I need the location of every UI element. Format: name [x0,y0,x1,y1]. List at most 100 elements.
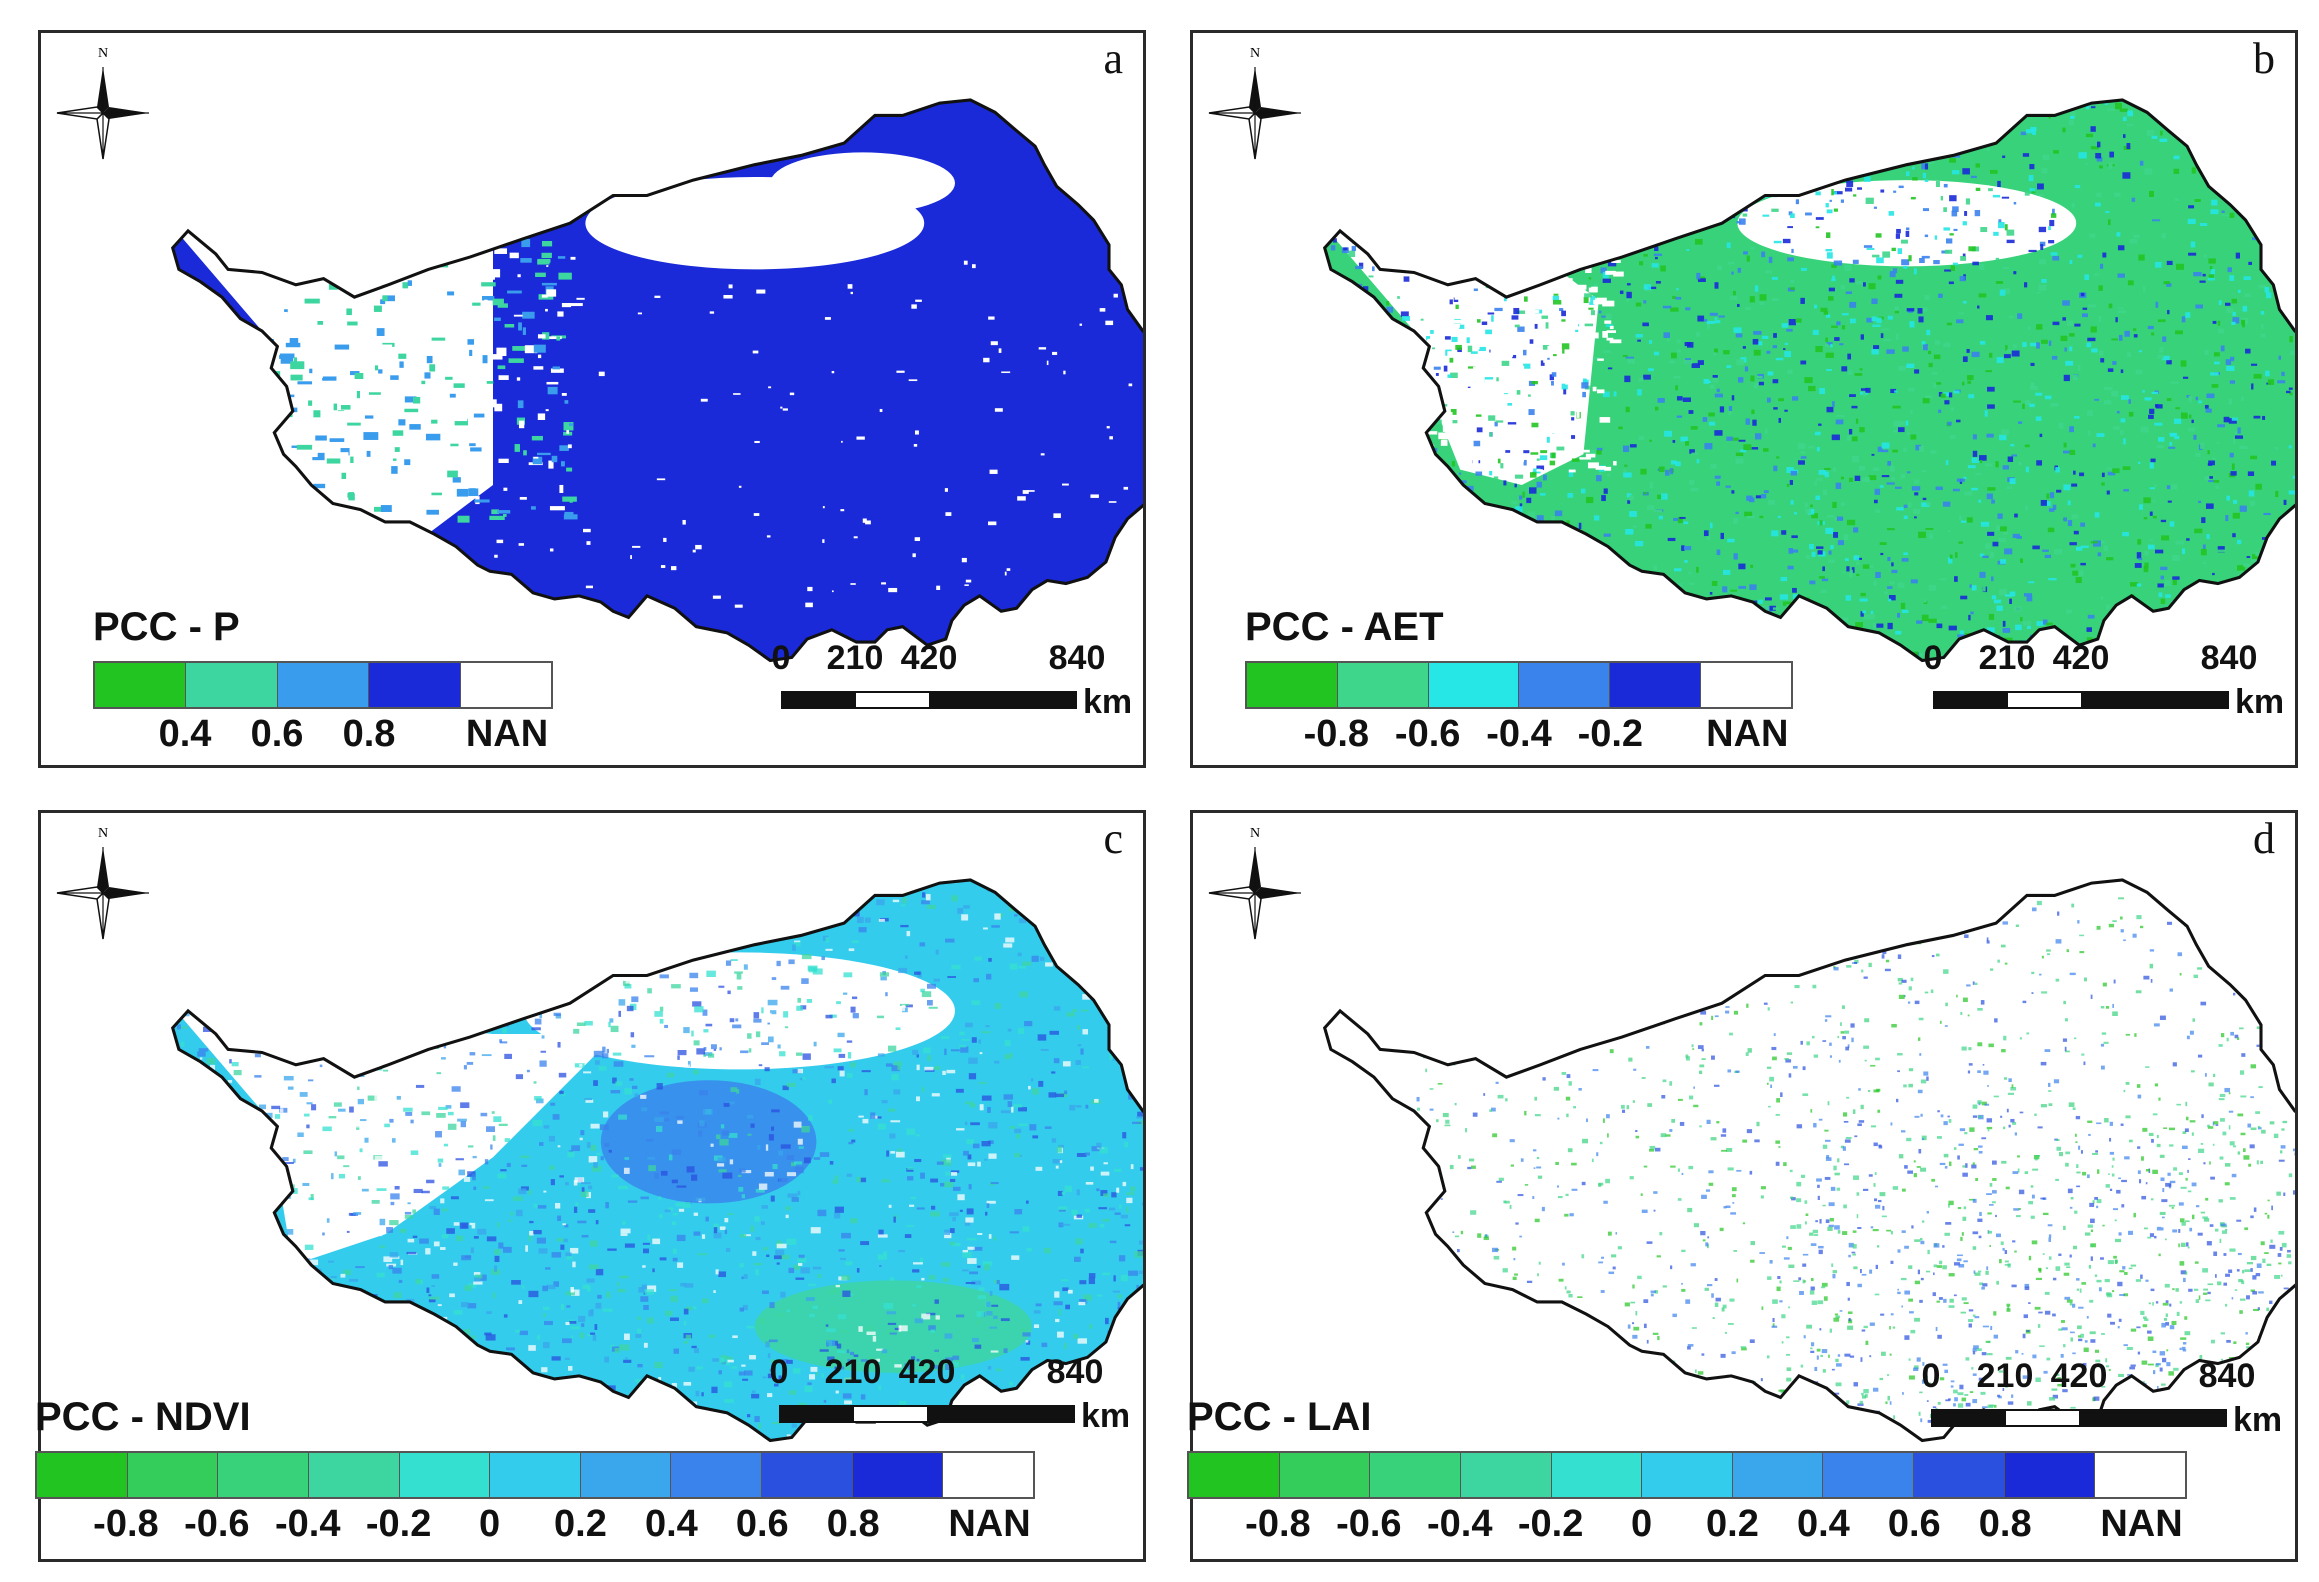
panel-letter: d [2253,814,2275,863]
legend-tick-label: 0.6 [735,1503,789,1545]
legend-swatch [1460,1453,1552,1497]
legend-tick-label: 0.4 [158,713,212,755]
scale-bar [779,1405,1075,1423]
legend-swatch [1370,1453,1461,1497]
legend-swatch [218,1453,309,1497]
scale-bar-label: 420 [898,1353,956,1391]
legend-swatch [1551,1453,1643,1497]
scale-bar-segment [783,693,856,707]
legend-tick-label: -0.2 [1577,713,1644,755]
legend-tick-label: -0.2 [1517,1503,1584,1545]
scale-bar [781,691,1077,709]
legend-swatch [490,1453,581,1497]
north-label: N [1250,826,1260,841]
scale-bar-segment [927,1407,1073,1421]
scale-bar-label: 840 [1046,1353,1104,1391]
scale-bar-label: 840 [2200,639,2258,677]
legend-tick-label: NAN [465,713,549,755]
legend-tick-label: 0.6 [250,713,304,755]
plateau-boundary [1322,878,2295,1443]
scale-bar-label: 420 [2050,1357,2108,1395]
scale-bar-segment [854,1407,927,1421]
legend-swatch [2095,1453,2186,1497]
legend-swatch [1823,1453,1915,1497]
map-canvas: N [56,826,1143,1443]
north-arrow-icon [1208,67,1301,160]
legend-tick-label: 0 [478,1503,501,1545]
legend-tick-label: 0.2 [554,1503,607,1545]
scale-bar-label: 840 [1048,639,1106,677]
legend-swatch [671,1453,763,1497]
scale-bar [1931,1409,2227,1427]
legend-swatch [1247,663,1338,707]
north-label: N [98,826,108,841]
map-canvas: N [56,46,1143,663]
north-arrow-icon [1208,847,1301,940]
legend-swatch [2004,1453,2096,1497]
panel-letter: a [1103,34,1123,83]
scale-bar-unit: km [2235,683,2285,721]
legend-tick-label: 0 [1630,1503,1653,1545]
legend-tick-label: -0.8 [1245,1503,1311,1545]
legend-title: PCC - AET [1245,605,1444,649]
scale-bar-label: 420 [2052,639,2110,677]
legend-tick-label: -0.4 [1426,1503,1493,1545]
scale-bar-label: 210 [826,639,884,677]
legend-swatch [1914,1453,2005,1497]
legend-swatch [308,1453,400,1497]
legend-swatch [460,663,552,707]
legend-swatch [186,663,278,707]
panel-letter: b [2253,34,2275,83]
scale-bar-label: 210 [824,1353,882,1391]
legend-tick-label: NAN [1706,713,1789,755]
scale-bar-segment [1935,693,2008,707]
legend-swatch [369,663,461,707]
scale-bar-unit: km [2233,1401,2283,1439]
legend-title: PCC - LAI [1187,1395,1372,1439]
scale-bar-label: 0 [771,639,791,677]
legend-title: PCC - P [93,605,240,649]
legend-swatch [127,1453,219,1497]
legend-swatch [37,1453,128,1497]
legend-color-bar [1187,1451,2187,1499]
legend-swatch [399,1453,491,1497]
legend-tick-label: 0.2 [1706,1503,1759,1545]
legend-tick-label: 0.4 [1796,1503,1850,1545]
legend-swatch [1337,663,1429,707]
legend-color-bar [93,661,553,709]
legend-tick-label: -0.8 [1303,713,1370,755]
legend-tick-label: -0.4 [1486,713,1552,755]
north-label: N [98,46,108,61]
scale-bar-segment [2006,1411,2079,1425]
legend-swatch [277,663,370,707]
scale-bar-label: 0 [769,1353,789,1391]
legend-swatch [1519,663,1611,707]
legend-swatch [943,1453,1034,1497]
panel-letter: c [1103,814,1123,863]
map-raster [172,879,1143,1441]
legend-swatch [1732,1453,1824,1497]
plateau-boundary [1322,98,2295,663]
map-canvas: N [1208,46,2295,663]
plateau-boundary [170,98,1143,663]
legend-tick-label: -0.6 [1336,1503,1402,1545]
legend-swatch [1428,663,1520,707]
map-raster [172,99,1143,661]
legend-swatch [762,1453,853,1497]
scale-bar-segment [856,693,929,707]
legend-swatch [580,1453,672,1497]
legend-swatch [95,663,187,707]
scale-bar-label: 0 [1923,639,1943,677]
legend-tick-label: 0.6 [1887,1503,1941,1545]
scale-bar-unit: km [1081,1397,1131,1435]
map-raster [1324,99,2295,661]
legend-swatch [1701,663,1791,707]
legend-tick-label: -0.8 [93,1503,159,1545]
map-canvas: N [1208,826,2295,1443]
scale-bar-segment [1933,1411,2006,1425]
north-label: N [1250,46,1260,61]
scale-bar-unit: km [1083,683,1133,721]
legend-tick-label: -0.6 [184,1503,250,1545]
